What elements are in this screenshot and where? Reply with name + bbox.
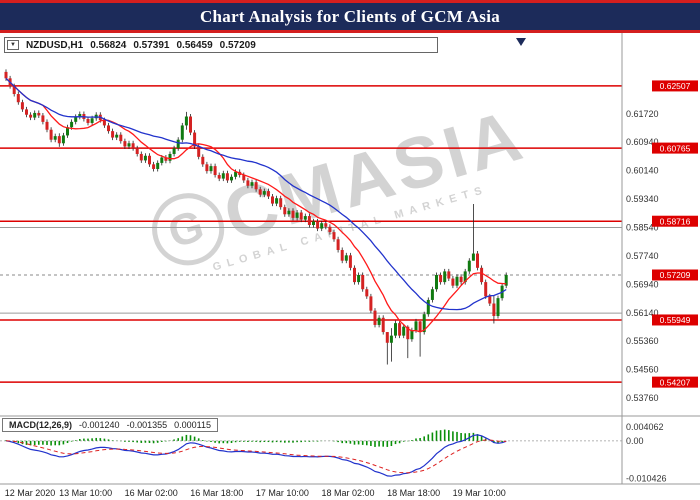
svg-text:16 Mar 18:00: 16 Mar 18:00 [190,488,243,498]
macd-value-signal: -0.001355 [126,420,168,430]
svg-text:0.61720: 0.61720 [626,109,659,119]
svg-text:0.57209: 0.57209 [660,270,691,280]
macd-axis: 0.004062 0.00 -0.010426 [626,422,667,484]
svg-text:0.60765: 0.60765 [660,143,691,153]
ohlc-high: 0.57391 [133,39,170,51]
ohlc-low: 0.56459 [176,39,213,51]
gray-levels [0,226,622,314]
svg-text:0.00: 0.00 [626,436,644,446]
svg-text:0.54560: 0.54560 [626,365,659,375]
symbol-label: NZDUSD,H1 [25,39,84,51]
svg-text:16 Mar 02:00: 16 Mar 02:00 [125,488,178,498]
svg-text:0.56940: 0.56940 [626,280,659,290]
ma-fast-line [5,77,507,333]
ohlc-open: 0.56824 [90,39,127,51]
ohlc-close: 0.57209 [219,39,256,51]
macd-signal-line [5,439,507,474]
chart-shift-marker-icon [516,38,526,46]
svg-text:17 Mar 10:00: 17 Mar 10:00 [256,488,309,498]
red-levels [0,85,622,383]
macd-signal [5,439,507,474]
svg-text:-0.010426: -0.010426 [626,474,667,484]
macd-info-box[interactable]: MACD(12,26,9) -0.001240 -0.001355 0.0001… [2,418,218,432]
svg-text:18 Mar 18:00: 18 Mar 18:00 [387,488,440,498]
svg-text:0.58540: 0.58540 [626,222,659,232]
svg-text:0.60140: 0.60140 [626,165,659,175]
svg-text:19 Mar 10:00: 19 Mar 10:00 [453,488,506,498]
svg-text:0.59340: 0.59340 [626,194,659,204]
macd-label: MACD(12,26,9) [9,420,73,430]
svg-text:0.55360: 0.55360 [626,336,659,346]
svg-text:0.54207: 0.54207 [660,377,691,387]
price-axis: 0.61720 0.60940 0.60140 0.59340 0.58540 0.577… [626,109,659,403]
macd-value-hist: 0.000115 [174,420,211,430]
separators [0,33,700,485]
svg-text:0.60940: 0.60940 [626,137,659,147]
svg-text:0.57740: 0.57740 [626,251,659,261]
candles-layer [4,69,508,365]
svg-text:0.004062: 0.004062 [626,422,664,432]
macd-histogram [5,429,508,447]
price-tags: 0.62507 0.60765 0.58716 0.55949 0.54207 0.572… [652,80,698,388]
svg-text:0.53760: 0.53760 [626,393,659,403]
symbol-dropdown-icon[interactable]: ▼ [7,40,19,50]
svg-text:0.58716: 0.58716 [660,216,691,226]
svg-text:0.56140: 0.56140 [626,308,659,318]
ma-fast [5,77,507,333]
svg-text:13 Mar 10:00: 13 Mar 10:00 [59,488,112,498]
macd-main [5,434,507,477]
symbol-info-box[interactable]: ▼ NZDUSD,H1 0.56824 0.57391 0.56459 0.57… [4,37,438,53]
title-bar: Chart Analysis for Clients of GCM Asia [0,3,700,30]
title-accent-top [0,0,700,3]
page-title: Chart Analysis for Clients of GCM Asia [199,6,501,26]
macd-line [5,434,507,477]
svg-text:0.55949: 0.55949 [660,315,691,325]
ma-slow [5,77,507,311]
svg-text:18 Mar 02:00: 18 Mar 02:00 [321,488,374,498]
shift-marker [516,38,526,46]
time-axis: 12 Mar 2020 13 Mar 10:00 16 Mar 02:00 16 Ma… [5,488,506,498]
title-accent-bottom [0,30,700,33]
svg-text:12 Mar 2020: 12 Mar 2020 [5,488,56,498]
svg-text:0.62507: 0.62507 [660,81,691,91]
ma-slow-line [5,77,507,311]
macd-value-main: -0.001240 [79,420,120,430]
